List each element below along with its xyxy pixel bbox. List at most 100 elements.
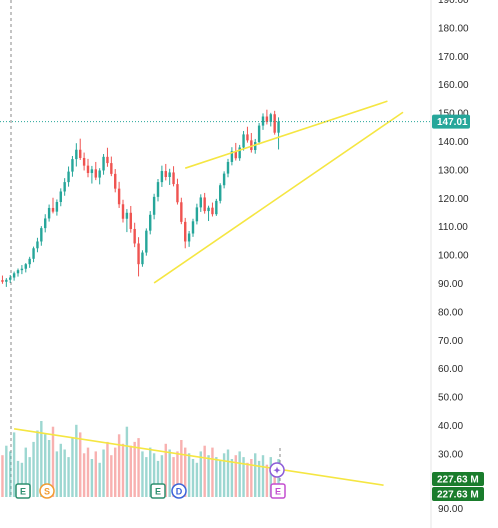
notification-star-icon-shape[interactable]: [269, 462, 285, 478]
earnings-event-icon-shape[interactable]: [150, 483, 166, 499]
candle-body: [269, 114, 272, 122]
volume-bar: [156, 460, 160, 497]
upcoming-earnings-icon-shape[interactable]: [270, 483, 286, 499]
volume-bar: [265, 464, 269, 497]
candle-body: [75, 149, 78, 160]
candle-body: [59, 191, 62, 202]
candle-body: [226, 161, 230, 174]
candle-body: [187, 233, 191, 242]
volume-bar: [160, 455, 164, 497]
event-markers[interactable]: E S E D E ✦: [15, 462, 286, 499]
volume-bar: [71, 438, 74, 497]
trendline-lower-support: [153, 111, 404, 284]
earnings-event-icon[interactable]: E: [155, 487, 161, 497]
volume-bar: [222, 453, 226, 497]
candle-body: [242, 134, 245, 148]
volume-bar: [273, 462, 276, 497]
volume-bar: [164, 443, 167, 497]
volume-bar: [250, 459, 253, 497]
volume-bar: [94, 451, 97, 497]
notification-star-icon[interactable]: ✦: [273, 466, 281, 476]
volume-bar: [36, 430, 39, 497]
volume-bar: [47, 440, 51, 497]
candle-body: [211, 207, 214, 215]
volume-bar: [121, 443, 125, 497]
volume-bar: [114, 447, 117, 497]
candle-body: [71, 159, 74, 172]
candle-body: [129, 212, 132, 229]
earnings-event-icon[interactable]: E: [20, 487, 26, 497]
candle-body: [195, 207, 199, 222]
candle-body: [44, 218, 47, 229]
volume-bar: [129, 445, 132, 497]
candle-body: [1, 280, 4, 282]
candle-body: [160, 171, 164, 183]
split-event-icon-shape[interactable]: [39, 483, 55, 499]
trendlines[interactable]: [13, 100, 404, 486]
price-tick-label: 140.00: [438, 137, 469, 148]
volume-bar: [63, 449, 66, 497]
candle-body: [199, 197, 202, 208]
volume-bar: [215, 457, 218, 497]
price-tick-label: 190.00: [438, 0, 469, 6]
volume-bar: [230, 459, 234, 497]
candle-body: [234, 151, 237, 159]
volume-bar: [226, 449, 230, 497]
candle-body: [90, 169, 94, 174]
candle-body: [125, 212, 129, 219]
volume-bar: [203, 445, 206, 497]
candle-body: [273, 114, 276, 133]
volume-bar: [269, 457, 272, 497]
candle-body: [149, 214, 152, 231]
volume-bar: [90, 459, 94, 497]
volume-bar: [195, 462, 199, 497]
candle-body: [230, 151, 234, 162]
dividend-event-icon-shape[interactable]: [171, 483, 187, 499]
candle-body: [79, 149, 82, 158]
volume-bar: [137, 438, 140, 497]
candle-body: [106, 156, 109, 164]
volume-axis-bottom-tick: 90.00: [438, 504, 463, 515]
candle-body: [203, 197, 206, 212]
volume-bar: [149, 447, 152, 497]
volume-bar: [257, 460, 261, 497]
split-event-icon[interactable]: S: [44, 487, 50, 497]
candle-body: [180, 202, 183, 222]
upcoming-earnings-icon[interactable]: E: [275, 487, 281, 497]
volume-bar: [172, 457, 175, 497]
volume-bar: [79, 432, 82, 497]
volume-bar: [82, 453, 86, 497]
volume-bar: [98, 462, 101, 497]
price-axis[interactable]: 190.00 180.00 170.00 160.00 150.00 140.00 130.…: [438, 0, 469, 515]
volume-bar: [75, 424, 78, 497]
volume-bar: [28, 457, 31, 497]
candle-body: [20, 268, 24, 271]
candle-body: [141, 252, 144, 265]
axis-labels: 147.01 227.63 M 227.63 M: [432, 114, 484, 501]
earnings-event-icon-shape[interactable]: [15, 483, 31, 499]
volume-bar: [86, 447, 90, 497]
candle-body: [40, 228, 43, 242]
candle-body: [250, 140, 253, 151]
candle-body: [12, 273, 16, 278]
volume-bar: [59, 443, 62, 497]
volume-bar: [32, 441, 35, 497]
candle-body: [133, 228, 136, 244]
volume-bar: [207, 455, 210, 497]
candle-body: [254, 142, 257, 151]
volume-bar: [5, 445, 8, 497]
volume-bar: [184, 447, 187, 497]
volume-bar: [219, 460, 222, 497]
last-price-badge: [432, 114, 470, 129]
volume-bar: [24, 447, 27, 497]
candle-body: [238, 147, 241, 159]
axis-divider: [10, 0, 432, 528]
dividend-event-icon[interactable]: D: [176, 487, 183, 497]
volume-bar: [246, 462, 249, 497]
candle-body: [191, 221, 195, 234]
volume-trendline: [13, 428, 384, 486]
candle-body: [51, 207, 55, 212]
volume-badge: [432, 487, 484, 501]
volume-bar: [133, 441, 136, 497]
